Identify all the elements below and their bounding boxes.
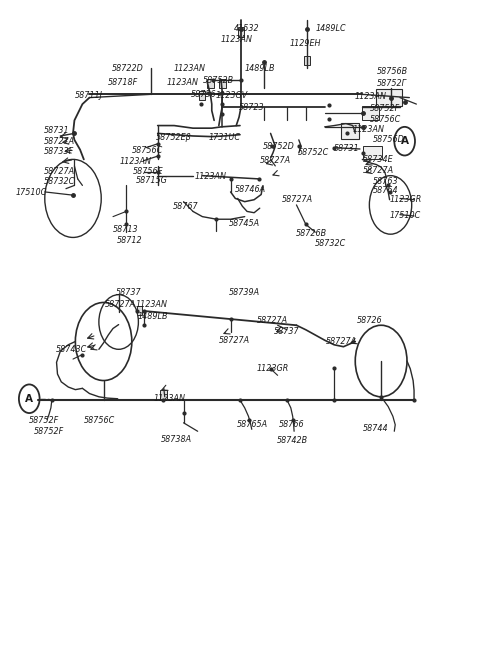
Bar bbox=[363, 147, 382, 160]
Text: 1123AN: 1123AN bbox=[154, 394, 185, 403]
Text: 1489LB: 1489LB bbox=[245, 64, 275, 73]
Text: 41532: 41532 bbox=[234, 24, 260, 32]
Bar bbox=[136, 306, 142, 315]
Text: 58712: 58712 bbox=[117, 236, 143, 244]
Text: 1123AN: 1123AN bbox=[354, 93, 386, 101]
Text: 58737: 58737 bbox=[115, 288, 141, 296]
Text: 58727A: 58727A bbox=[43, 137, 74, 146]
Text: 58752F: 58752F bbox=[34, 428, 64, 436]
Text: 1123AN: 1123AN bbox=[220, 35, 252, 44]
Text: A: A bbox=[401, 136, 408, 146]
Bar bbox=[207, 79, 214, 88]
Text: 58742B: 58742B bbox=[276, 436, 308, 445]
Text: 58732C: 58732C bbox=[43, 177, 74, 186]
Text: 58752Eβ: 58752Eβ bbox=[156, 133, 192, 143]
Text: 1123AN: 1123AN bbox=[167, 78, 199, 87]
Text: 58765A: 58765A bbox=[237, 420, 268, 429]
Text: 58732C: 58732C bbox=[315, 238, 347, 248]
Text: 58756B: 58756B bbox=[376, 67, 408, 76]
Text: 58734E: 58734E bbox=[363, 155, 394, 164]
Bar bbox=[199, 91, 204, 100]
Bar bbox=[362, 106, 379, 120]
Text: 58727A: 58727A bbox=[105, 300, 136, 309]
Text: 1123AN: 1123AN bbox=[120, 158, 152, 166]
Bar bbox=[219, 79, 227, 88]
Text: 58752D: 58752D bbox=[263, 142, 294, 151]
Text: 58727A: 58727A bbox=[282, 195, 313, 204]
Text: 58718F: 58718F bbox=[108, 78, 138, 87]
Text: 58744: 58744 bbox=[363, 424, 389, 433]
Text: 1489LB: 1489LB bbox=[137, 311, 168, 321]
Text: 58727A: 58727A bbox=[325, 337, 357, 346]
Text: 58739A: 58739A bbox=[228, 288, 260, 297]
Text: 58756C: 58756C bbox=[84, 417, 115, 425]
Text: A: A bbox=[25, 394, 33, 404]
Text: 58727A: 58727A bbox=[219, 336, 250, 345]
Text: 58713: 58713 bbox=[113, 225, 139, 234]
Text: 58756E: 58756E bbox=[133, 168, 164, 176]
Text: 58756<: 58756< bbox=[191, 90, 223, 99]
Text: 58745A: 58745A bbox=[228, 219, 260, 227]
Bar bbox=[304, 56, 310, 65]
Text: 1123AN: 1123AN bbox=[173, 64, 205, 73]
Text: 58731: 58731 bbox=[43, 126, 69, 135]
Text: 58727A: 58727A bbox=[43, 168, 74, 176]
Bar bbox=[238, 27, 244, 37]
Text: 1129EH: 1129EH bbox=[289, 39, 321, 48]
Text: 1123GR: 1123GR bbox=[256, 365, 288, 373]
Text: 58756C: 58756C bbox=[132, 146, 163, 155]
Text: 58726B: 58726B bbox=[296, 229, 326, 238]
Text: 1123GR: 1123GR bbox=[390, 195, 422, 204]
Text: 17510C: 17510C bbox=[390, 211, 421, 220]
Text: 58733F: 58733F bbox=[43, 147, 73, 156]
Text: 17510C: 17510C bbox=[15, 188, 47, 197]
Text: 58752C: 58752C bbox=[298, 148, 329, 158]
Text: 58766: 58766 bbox=[278, 420, 304, 429]
Text: 58722D: 58722D bbox=[112, 64, 144, 73]
Text: 1731UC: 1731UC bbox=[209, 133, 241, 143]
Bar bbox=[341, 123, 359, 139]
Text: 1123AN: 1123AN bbox=[135, 300, 168, 309]
Text: 58738A: 58738A bbox=[161, 434, 192, 443]
Text: 58743C: 58743C bbox=[56, 345, 87, 354]
Text: 58756C: 58756C bbox=[370, 114, 401, 124]
Text: 58727A: 58727A bbox=[256, 315, 288, 325]
Text: 58715G: 58715G bbox=[135, 176, 168, 185]
Text: 58763: 58763 bbox=[372, 177, 398, 186]
Text: 1123AN: 1123AN bbox=[353, 125, 385, 134]
Text: 1123GV: 1123GV bbox=[216, 91, 248, 100]
Text: 58723: 58723 bbox=[239, 103, 264, 112]
Text: 58711J: 58711J bbox=[74, 91, 102, 100]
Text: 58764: 58764 bbox=[372, 186, 398, 195]
Text: 58752F: 58752F bbox=[370, 104, 400, 113]
Text: 58756D: 58756D bbox=[372, 135, 405, 145]
Text: 1123AN: 1123AN bbox=[195, 172, 227, 181]
Text: 58731: 58731 bbox=[334, 145, 360, 154]
Text: 58752F: 58752F bbox=[29, 417, 60, 425]
Text: 58746A: 58746A bbox=[234, 185, 265, 194]
Bar bbox=[376, 89, 402, 106]
Text: 58727A: 58727A bbox=[363, 166, 395, 175]
Text: 58737: 58737 bbox=[274, 327, 300, 336]
Text: 58727A: 58727A bbox=[260, 156, 291, 165]
Text: 58752B: 58752B bbox=[203, 76, 233, 85]
Text: 58752Γ: 58752Γ bbox=[376, 79, 407, 89]
Bar bbox=[160, 390, 167, 400]
Text: 1489LC: 1489LC bbox=[315, 24, 346, 32]
Text: 58726: 58726 bbox=[357, 315, 382, 325]
Text: 58767: 58767 bbox=[173, 202, 199, 211]
